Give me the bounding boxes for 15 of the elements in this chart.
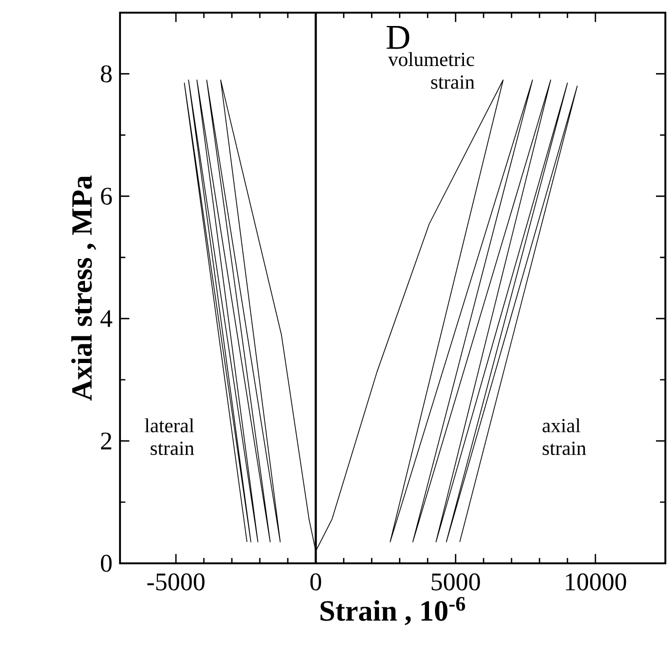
annotation: axial strain bbox=[542, 418, 586, 456]
y-tick-label: 6 bbox=[101, 188, 112, 205]
y-tick-label: 8 bbox=[100, 65, 112, 82]
y-tick-label: 2 bbox=[101, 432, 112, 450]
annotation: D bbox=[386, 26, 410, 49]
annotation: lateral strain bbox=[144, 418, 194, 456]
y-tick-label: 0 bbox=[100, 554, 112, 572]
annotation: volumetric strain bbox=[388, 52, 474, 89]
x-axis-title: Strain , 10$^{-6}$ bbox=[320, 596, 466, 626]
x-tick-label: -5000 bbox=[147, 573, 205, 590]
x-tick-label: 10000 bbox=[566, 573, 626, 590]
y-tick-label: 4 bbox=[100, 310, 112, 327]
x-tick-label: 0 bbox=[310, 573, 322, 590]
x-tick-label: 5000 bbox=[432, 573, 480, 590]
y-axis-title: Axial stress , MPa bbox=[71, 175, 96, 401]
